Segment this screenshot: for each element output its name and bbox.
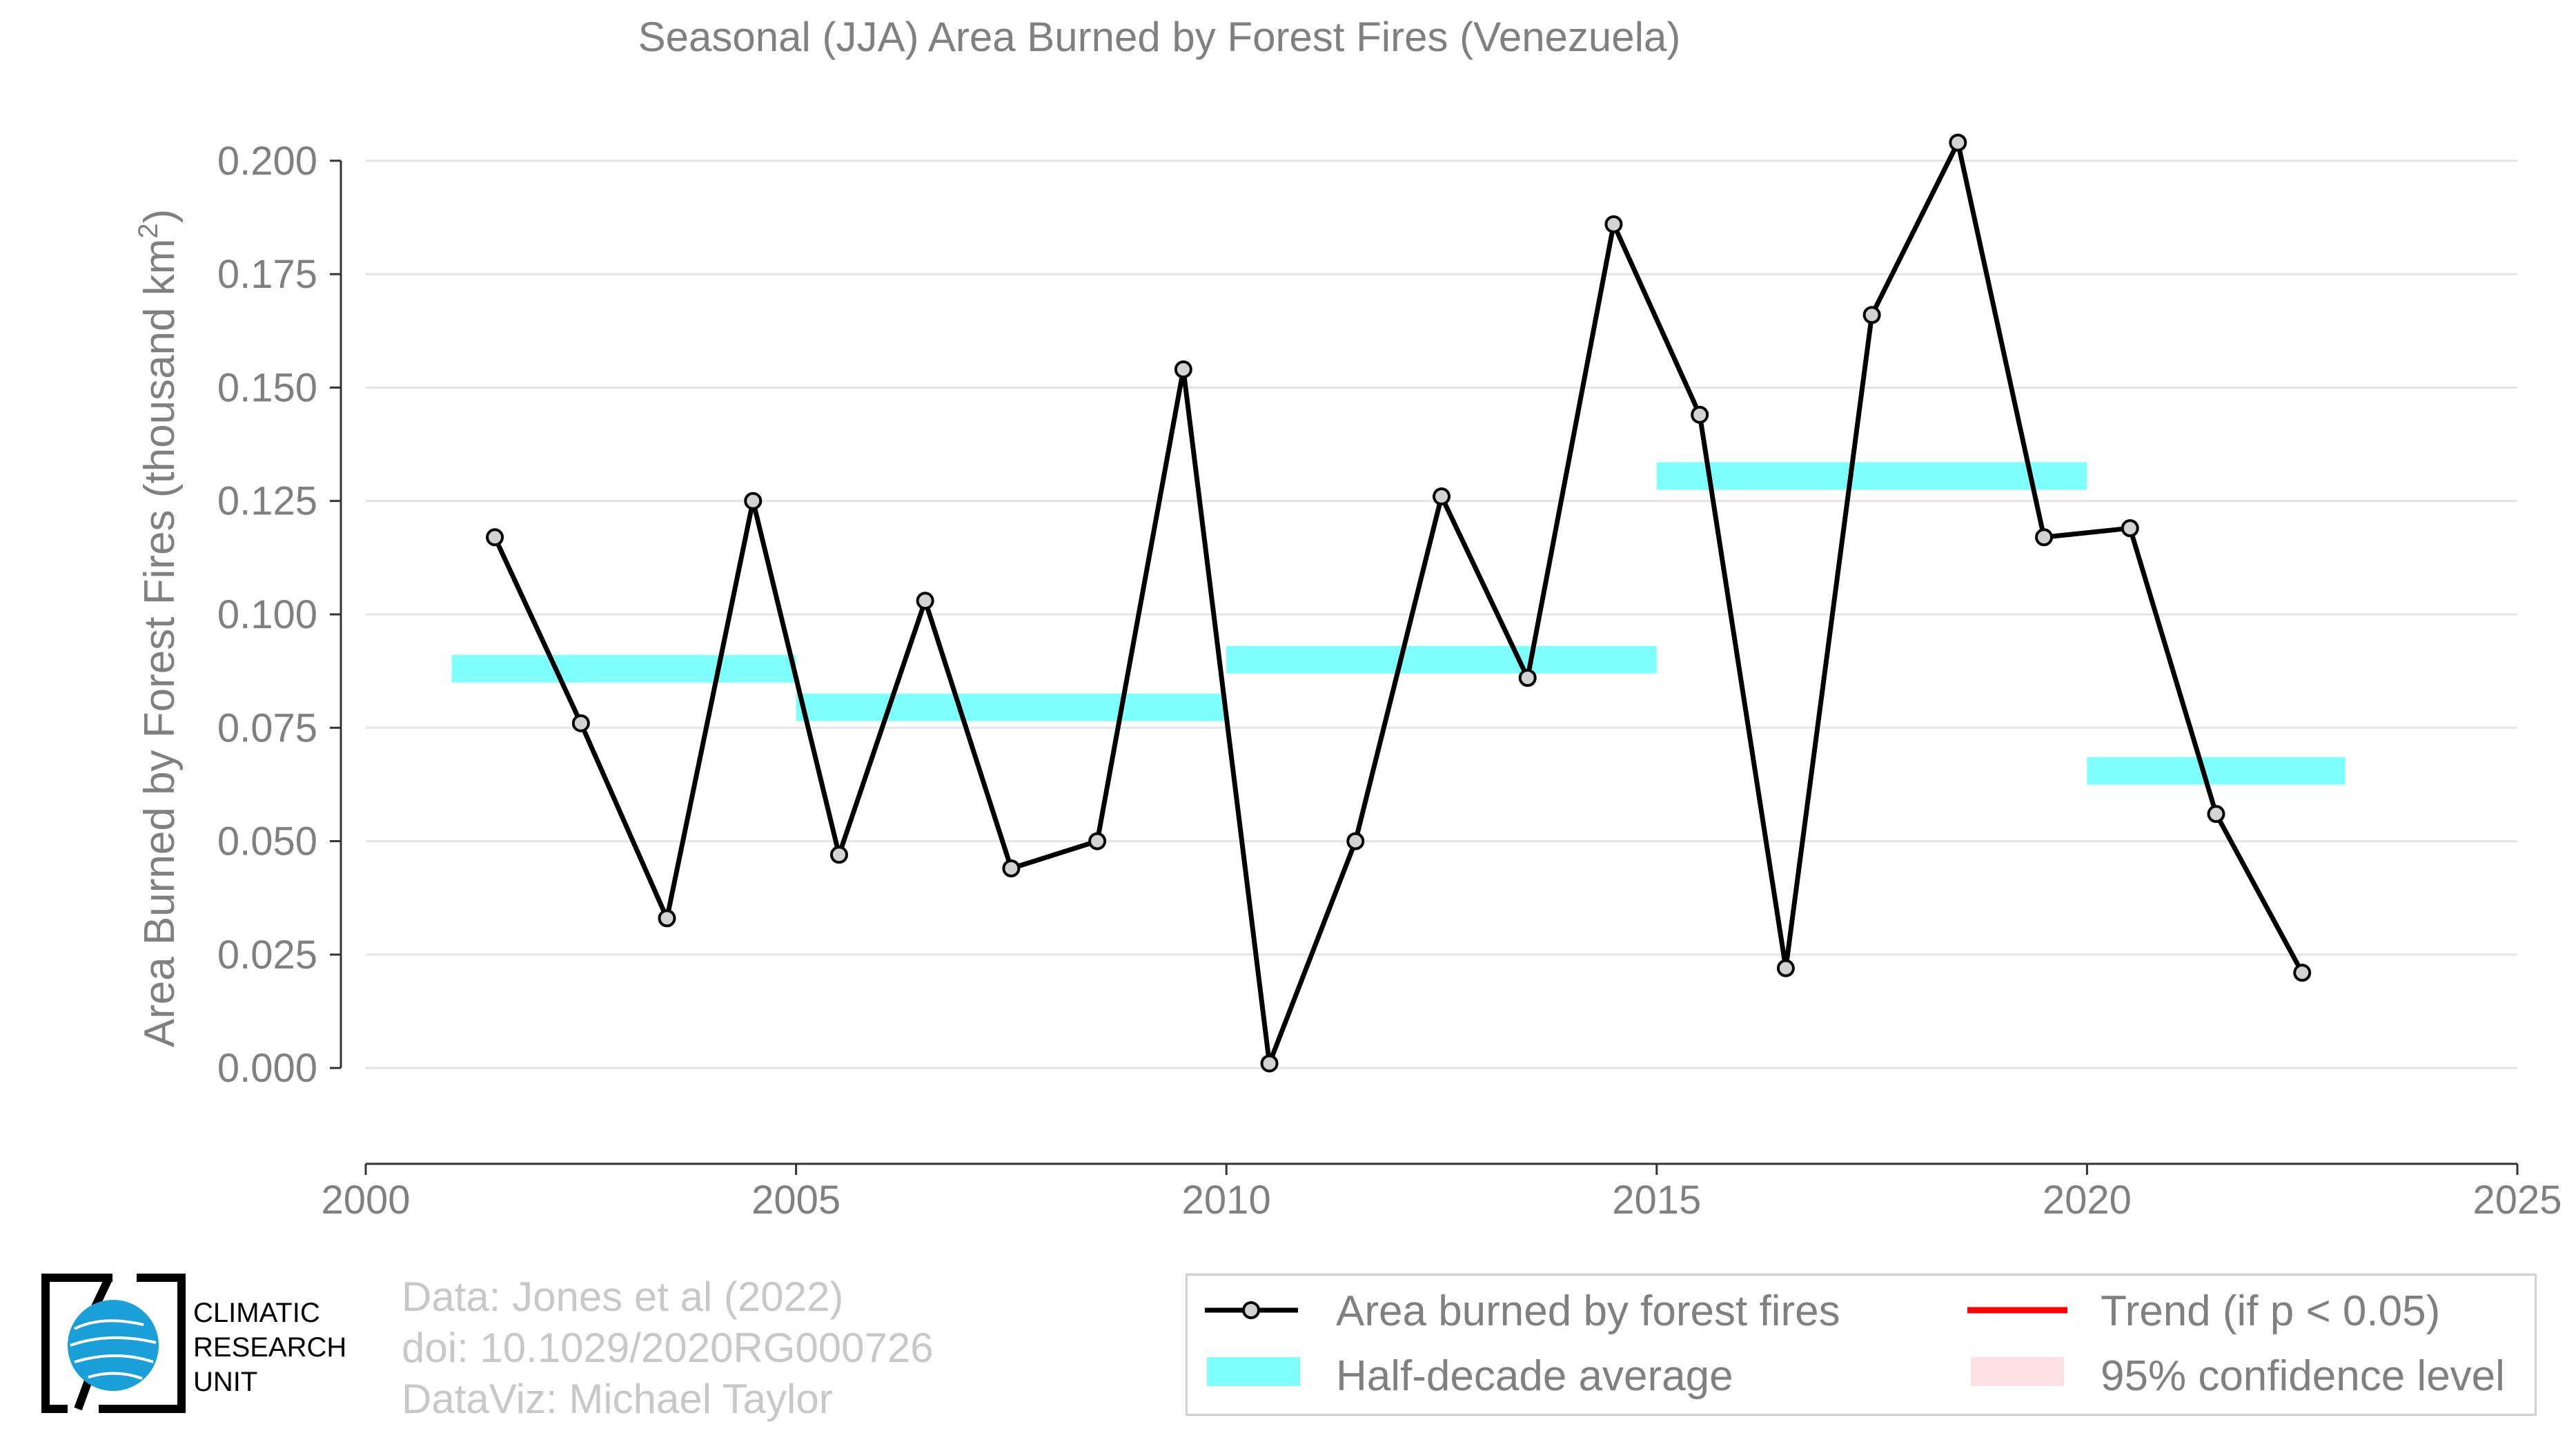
legend-label-confidence: 95% confidence level [2101,1352,2505,1400]
credit-dataviz: DataViz: Michael Taylor [402,1376,833,1422]
y-axis-label-suffix: ) [136,209,184,224]
y-tick-label: 0.025 [217,933,317,977]
half-decade-bands [451,462,2346,785]
data-point [1949,133,1967,152]
y-tick-label: 0.100 [217,592,317,637]
y-tick-label: 0.050 [217,819,317,864]
x-tick-label: 2020 [2043,1178,2132,1223]
data-point [1776,959,1795,977]
legend-swatch-marker [1242,1301,1260,1319]
legend-swatch-half-decade [1207,1357,1300,1386]
y-tick-label: 0.125 [217,479,317,524]
legend-label-half-decade: Half-decade average [1336,1352,1733,1400]
cru-logo-icon [41,1274,186,1413]
data-credits: Data: Jones et al (2022) doi: 10.1029/20… [402,1272,934,1425]
logo-text-line-1: CLIMATIC [193,1298,320,1328]
x-tick-label: 2015 [1612,1178,1701,1223]
x-tick-label: 2005 [751,1178,840,1223]
y-tick-label: 0.075 [217,705,317,750]
series-area-burned [486,133,2312,1073]
series-line [492,140,2305,1067]
cru-logo: CLIMATIC RESEARCH UNIT [40,1274,364,1425]
data-point [916,592,934,610]
data-point [1346,832,1365,850]
data-point [658,909,676,928]
half-decade-band [1226,645,1657,674]
gridlines [366,159,2517,1069]
data-point [2035,528,2054,547]
data-point [2293,964,2312,982]
y-tick-label: 0.200 [217,139,317,184]
data-point [2207,805,2225,824]
half-decade-band [2087,757,2346,785]
data-point [1691,405,1709,424]
y-tick-label: 0.150 [217,365,317,410]
credit-data-source: Data: Jones et al (2022) [402,1274,844,1320]
x-tick-label: 2010 [1182,1178,1271,1223]
data-point [486,528,504,547]
data-point [571,714,590,732]
data-point [1260,1054,1279,1073]
logo-text-line-2: RESEARCH [193,1332,347,1363]
x-axis: 2000 2005 2010 2015 2020 2025 [321,1162,2562,1223]
half-decade-band [451,654,796,683]
x-tick-label: 2025 [2472,1178,2562,1223]
logo-text-line-3: UNIT [193,1367,258,1397]
data-point [1604,215,1623,233]
data-point [744,491,763,510]
legend-label-trend: Trend (if p < 0.05) [2101,1287,2441,1335]
data-point [1088,832,1107,850]
chart-title: Seasonal (JJA) Area Burned by Forest Fir… [638,14,1681,60]
y-axis-label: Area Burned by Forest Fires (thousand km… [133,209,184,1048]
y-tick-label: 0.175 [217,252,317,297]
data-point [1518,669,1537,687]
y-axis-label-superscript: 2 [133,223,164,238]
half-decade-band [1656,462,2087,490]
legend-label-area-burned: Area burned by forest fires [1336,1287,1840,1335]
data-point [829,846,848,864]
x-tick-label: 2000 [321,1178,410,1223]
data-point [1433,487,1451,506]
data-point [1174,360,1192,379]
legend-swatch-confidence [1971,1357,2064,1386]
legend: Area burned by forest fires Trend (if p … [1186,1274,2537,1416]
data-point [2121,519,2139,538]
y-tick-label: 0.000 [217,1046,317,1091]
half-decade-band [796,693,1227,721]
data-point [1002,859,1021,877]
data-point [1862,306,1881,324]
y-axis: 0.000 0.025 0.050 0.075 0.100 0.125 0.150 0.175… [217,139,342,1091]
credit-doi: doi: 10.1029/2020RG000726 [402,1325,934,1371]
